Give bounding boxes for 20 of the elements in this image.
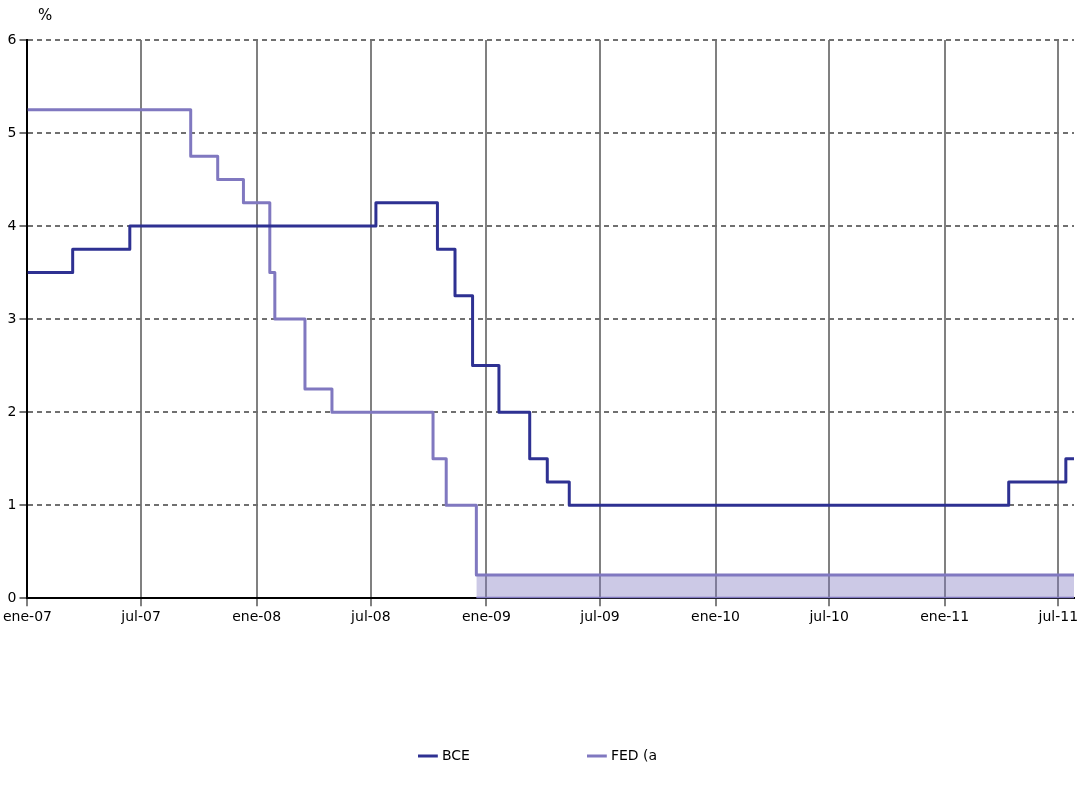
y-tick-label: 4 <box>7 216 17 233</box>
y-tick-label: 3 <box>7 309 17 326</box>
y-tick-label: 5 <box>7 123 17 140</box>
x-tick-label: ene-09 <box>461 608 511 625</box>
x-tick-label: ene-07 <box>3 608 52 625</box>
x-tick-label: ene-11 <box>920 608 970 625</box>
y-tick-label: 0 <box>7 588 17 605</box>
y-tick-label: 6 <box>7 30 17 47</box>
x-tick-label: jul-11 <box>1037 608 1079 625</box>
y-tick-label: 2 <box>7 402 17 419</box>
x-tick-label: jul-09 <box>579 608 620 625</box>
x-tick-label: ene-10 <box>691 608 741 625</box>
legend-label: FED (a <box>610 746 658 763</box>
x-tick-label: jul-08 <box>350 608 391 625</box>
y-tick-label: 1 <box>7 495 17 512</box>
y-axis-title: % <box>38 6 53 24</box>
x-tick-label: jul-07 <box>120 608 161 625</box>
x-tick-label: ene-08 <box>232 608 282 625</box>
x-tick-label: jul-10 <box>808 608 849 625</box>
legend-label: BCE <box>441 746 470 763</box>
